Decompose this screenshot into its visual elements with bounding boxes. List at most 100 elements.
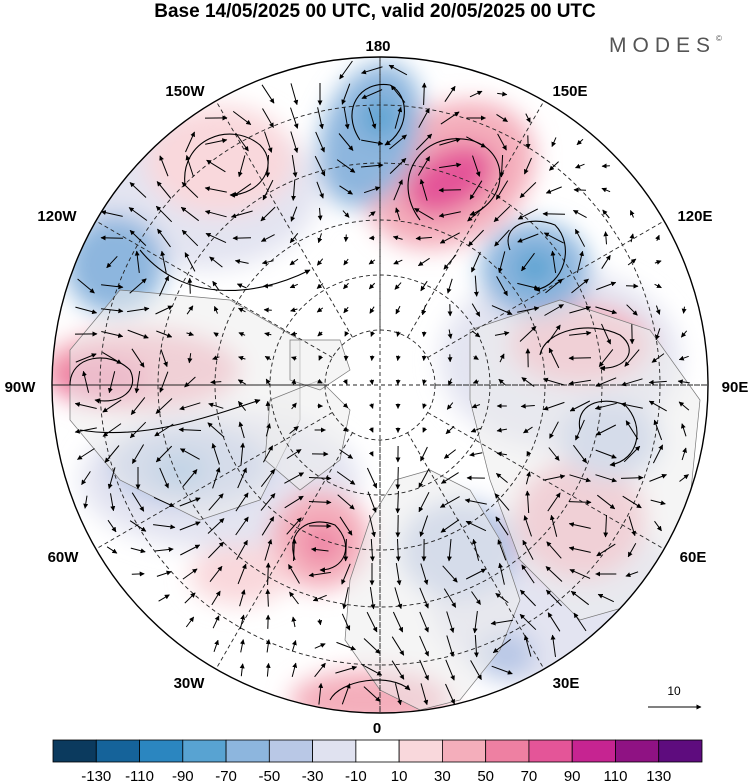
wind-vector [448, 378, 453, 386]
wind-vector [368, 427, 374, 433]
wind-vector [595, 377, 617, 387]
wind-vector [439, 137, 462, 146]
wind-vector [182, 469, 198, 487]
wind-vector [264, 131, 273, 153]
wind-vector [342, 402, 349, 409]
wind-vector [235, 492, 249, 512]
wind-vector [655, 328, 661, 341]
wind-vector [499, 353, 505, 363]
wind-vector [472, 155, 481, 177]
wind-vector [157, 228, 171, 248]
wind-vector [469, 451, 483, 457]
wind-vector [471, 403, 481, 409]
wind-vector [394, 282, 402, 290]
wind-vector [106, 255, 118, 269]
wind-vector [156, 181, 172, 199]
wind-vector [370, 331, 376, 337]
wind-vector [648, 379, 667, 385]
wind-vector [420, 683, 429, 706]
wind-vector [361, 139, 384, 146]
wind-vector [393, 259, 403, 265]
wind-vector [490, 619, 513, 626]
wind-vector [75, 306, 98, 315]
wind-vector [621, 378, 643, 387]
wind-vector [209, 565, 223, 583]
wind-vector [622, 495, 642, 509]
wind-vector [205, 138, 228, 145]
wind-vector [445, 425, 455, 435]
wind-vector [471, 251, 481, 273]
colorbar-swatch [658, 739, 703, 763]
lon-label-30e: 30E [553, 675, 580, 692]
wind-vector [290, 131, 299, 153]
wind-vector [131, 444, 145, 464]
wind-vector [519, 182, 537, 198]
wind-vector [208, 493, 224, 511]
wind-vector [179, 448, 200, 460]
wind-vector [494, 493, 510, 511]
wind-vector [569, 330, 592, 336]
wind-vector [543, 474, 566, 481]
wind-vector [238, 355, 246, 361]
wind-vector [496, 427, 507, 433]
wind-vector [596, 281, 617, 291]
wind-vector [576, 250, 584, 273]
wind-vector [185, 616, 195, 628]
wind-vector [129, 278, 147, 294]
streamline-canada-high [69, 357, 134, 404]
wind-vector [420, 280, 428, 292]
wind-vector [568, 522, 591, 529]
wind-vector [314, 643, 326, 649]
wind-vector [629, 233, 635, 243]
wind-vector [391, 636, 405, 656]
wind-vector [573, 612, 587, 632]
wind-vector [601, 187, 611, 193]
colorbar-tick-label: 70 [521, 768, 538, 783]
wind-vector [343, 107, 350, 130]
colorbar-swatch [182, 739, 227, 763]
colorbar-swatch [571, 739, 616, 763]
wind-vector [446, 635, 455, 657]
wind-vector [419, 515, 429, 537]
wind-vector [394, 106, 403, 129]
wind-vector [525, 490, 531, 514]
wind-vector [289, 258, 299, 266]
wind-vector [210, 379, 222, 385]
lon-label-60w: 60W [48, 549, 80, 566]
lon-label-30w: 30W [174, 675, 206, 692]
wind-vector [134, 371, 141, 394]
wind-vector [471, 303, 481, 317]
wind-vector [100, 210, 123, 217]
wind-vector [471, 330, 481, 338]
wind-vector [335, 665, 358, 674]
wind-vector [240, 442, 246, 466]
wind-vector [265, 662, 271, 677]
wind-vector [464, 498, 487, 505]
wind-vector [568, 379, 591, 386]
wind-vector [289, 591, 299, 605]
colorbar-swatch [268, 739, 313, 763]
wind-vector [421, 331, 427, 337]
wind-vector [129, 230, 147, 246]
wind-vector [392, 235, 403, 241]
wind-vector [495, 180, 509, 200]
wind-vector [212, 615, 220, 629]
wind-vector [545, 566, 563, 582]
wind-vector [316, 307, 324, 313]
wind-vector [239, 639, 245, 653]
wind-vector [289, 232, 299, 244]
wind-vector [473, 275, 479, 297]
wind-vector [576, 138, 584, 146]
wind-vector [265, 423, 271, 437]
wind-vector [446, 538, 452, 562]
wind-vector [265, 639, 271, 653]
wind-vector [389, 134, 407, 150]
wind-vector [417, 156, 431, 176]
wind-vector [417, 257, 430, 267]
wind-vector [129, 421, 147, 439]
wind-vector [519, 613, 537, 631]
wind-vector [286, 449, 302, 459]
wind-vector [465, 520, 487, 532]
wind-vector [308, 571, 331, 578]
wind-vector [628, 516, 637, 537]
